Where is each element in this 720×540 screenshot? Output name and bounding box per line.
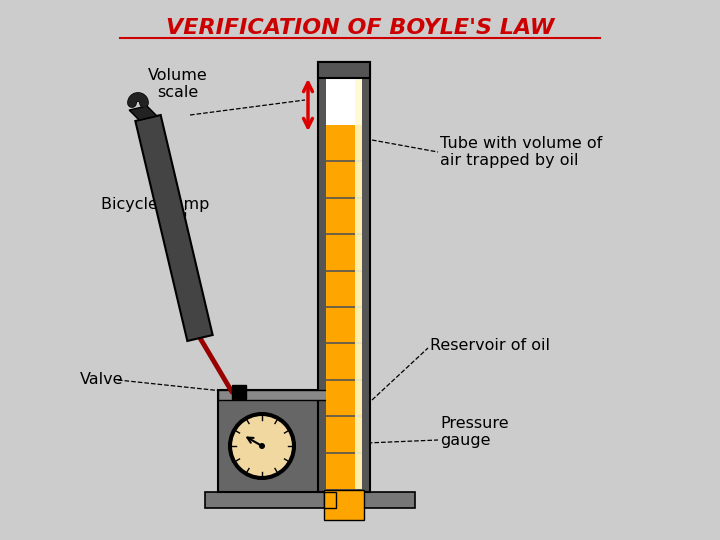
Polygon shape — [135, 115, 212, 341]
Bar — [205, 492, 415, 508]
Bar — [355, 67, 362, 489]
Circle shape — [259, 443, 265, 449]
Bar — [326, 125, 362, 489]
Bar — [326, 67, 362, 125]
Circle shape — [229, 413, 295, 479]
Text: Tube with volume of
air trapped by oil: Tube with volume of air trapped by oil — [440, 136, 602, 168]
Bar — [324, 492, 336, 508]
Text: Volume
scale: Volume scale — [148, 68, 208, 100]
Text: Bicycle pump: Bicycle pump — [101, 198, 210, 213]
Text: Valve: Valve — [80, 373, 124, 388]
Circle shape — [231, 415, 293, 477]
Bar — [232, 385, 246, 399]
Polygon shape — [129, 106, 157, 120]
Bar — [318, 62, 370, 492]
Bar — [324, 490, 364, 520]
Text: Pressure
gauge: Pressure gauge — [440, 416, 508, 448]
Bar — [318, 62, 370, 78]
Text: VERIFICATION OF BOYLE'S LAW: VERIFICATION OF BOYLE'S LAW — [166, 18, 554, 38]
Bar — [218, 390, 336, 492]
Bar — [218, 390, 336, 400]
Text: Reservoir of oil: Reservoir of oil — [430, 338, 550, 353]
